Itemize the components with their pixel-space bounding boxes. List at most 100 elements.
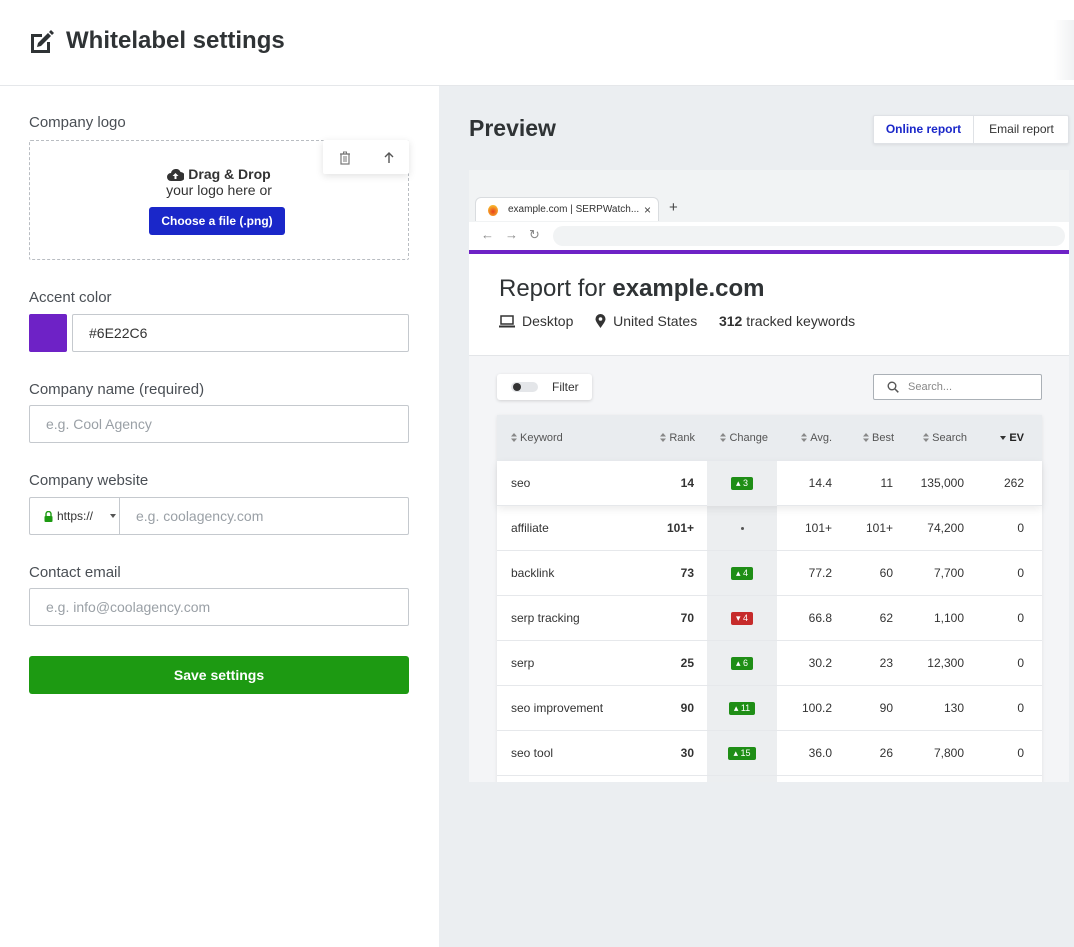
change-cell: ▴ 15 [707,731,777,776]
search-volume-cell: 135,000 [920,476,964,490]
search-volume-cell: 130 [943,701,964,715]
column-header-ev[interactable]: EV [1000,415,1024,461]
sort-icon [660,433,667,442]
table-row[interactable]: serp 25 ▴ 6 30.2 23 12,300 0 [497,641,1042,686]
best-cell: 26 [879,746,893,760]
report-keyword-suffix: tracked keywords [746,313,856,329]
keyword-cell: serp tracking [511,611,580,625]
column-header-avg[interactable]: Avg. [801,415,832,461]
column-header-rank[interactable]: Rank [660,415,695,461]
preview-title: Preview [469,115,556,141]
table-row[interactable]: serp tracking 70 ▾ 4 66.8 62 1,100 0 [497,596,1042,641]
column-header-change[interactable]: Change [720,415,768,461]
report-meta: Desktop United States 312 tracked keywor… [499,313,855,329]
tab-email-report[interactable]: Email report [989,122,1054,136]
report-location: United States [613,313,698,329]
ev-cell: 0 [1017,746,1024,760]
best-cell: 62 [879,611,893,625]
table-row[interactable]: seo tool 30 ▴ 15 36.0 26 7,800 0 [497,731,1042,776]
column-header-keyword[interactable]: Keyword [511,415,563,461]
accent-color-swatch[interactable] [29,314,67,352]
protocol-select[interactable]: https:// [29,497,125,535]
toggle-switch[interactable] [511,382,538,392]
rank-cell: 70 [680,611,694,625]
favicon-icon [488,205,498,216]
logo-tools [323,140,409,174]
best-cell: 11 [880,476,893,490]
change-cell: ▴ 3 [707,461,777,506]
plus-icon: + [669,199,678,216]
ev-cell: 262 [1003,476,1024,490]
sort-icon [923,433,930,442]
tab-online-report[interactable]: Online report [874,116,974,143]
change-cell: ▾ 4 [707,596,777,641]
browser-tab-title: example.com | SERPWatch... [508,204,640,215]
keyword-table: Keyword Rank Change Avg. Best Search EV seo 14 ▴ … [497,415,1042,782]
page-title: Whitelabel settings [66,27,285,54]
forward-icon: → [505,227,518,242]
protocol-value: https:// [57,509,94,523]
location-pin-icon [595,314,606,328]
company-website-label: Company website [29,472,149,489]
column-header-best[interactable]: Best [862,415,894,461]
keyword-cell: affiliate [511,521,549,535]
report-title: Report for example.com [499,275,764,303]
table-row[interactable]: affiliate 101+ 101+ 101+ 74,200 0 [497,506,1042,551]
rank-cell: 73 [680,566,694,580]
table-row[interactable]: backlink 73 ▴ 4 77.2 60 7,700 0 [497,551,1042,596]
column-header-label: Rank [669,432,695,444]
close-icon: × [644,203,652,217]
contact-email-input[interactable]: e.g. info@coolagency.com [29,588,409,626]
column-header-label: Change [729,432,768,444]
search-volume-cell: 7,700 [933,566,964,580]
dropzone-line2: your logo here or [166,182,272,198]
save-settings-button[interactable]: Save settings [29,656,409,694]
rank-cell: 30 [680,746,694,760]
browser-tab: example.com | SERPWatch... × [475,197,659,221]
best-cell: 90 [879,701,893,715]
reload-icon: ↻ [529,227,540,242]
avg-cell: 14.4 [808,476,832,490]
rank-cell: 90 [680,701,694,715]
keyword-cell: serp [511,656,535,670]
column-header-label: Keyword [520,432,563,444]
change-up-badge: ▴ 4 [730,567,754,581]
accent-color-label: Accent color [29,289,112,306]
cloud-upload-icon [167,169,185,181]
keyword-cell: seo improvement [511,701,604,715]
no-change-dot [740,527,744,531]
lock-icon [44,511,53,522]
keyword-cell: seo tool [511,746,554,760]
sort-icon [862,433,869,442]
table-row[interactable]: seo improvement 90 ▴ 11 100.2 90 130 0 [497,686,1042,731]
search-placeholder: Search... [908,381,953,393]
keyword-search-input[interactable]: Search... [873,374,1042,400]
trash-icon[interactable] [339,151,351,165]
table-header [497,415,1042,461]
avg-cell: 66.8 [808,611,832,625]
accent-color-input[interactable]: #6E22C6 [72,314,409,352]
change-cell: ▴ 6 [707,641,777,686]
filter-toggle[interactable]: Filter [497,374,592,400]
company-name-input[interactable]: e.g. Cool Agency [29,405,409,443]
change-up-badge: ▴ 3 [730,477,754,491]
page-header: Whitelabel settings [0,0,1074,86]
sort-icon [511,433,517,442]
browser-mockup: example.com | SERPWatch... × + ← → ↻ Rep… [469,170,1069,782]
best-cell: 60 [879,566,893,580]
omnibox [553,226,1065,246]
table-row[interactable]: seo 14 ▴ 3 14.4 11 135,000 262 [497,461,1042,506]
dropzone-line1: Drag & Drop [188,166,271,182]
choose-file-button[interactable]: Choose a file (.png) [149,207,285,235]
sort-icon [720,433,727,442]
search-volume-cell: 1,100 [933,611,964,625]
keyword-cell: backlink [511,566,555,580]
column-header-search[interactable]: Search [923,415,967,461]
change-up-badge: ▴ 11 [728,702,756,716]
arrow-up-icon[interactable] [383,151,395,165]
report-type-toggle: Online report Email report [873,115,1069,144]
filter-label: Filter [552,380,579,394]
change-cell: ▴ 11 [707,686,777,731]
company-website-input[interactable]: e.g. coolagency.com [119,497,409,535]
sort-desc-icon [1000,436,1007,440]
